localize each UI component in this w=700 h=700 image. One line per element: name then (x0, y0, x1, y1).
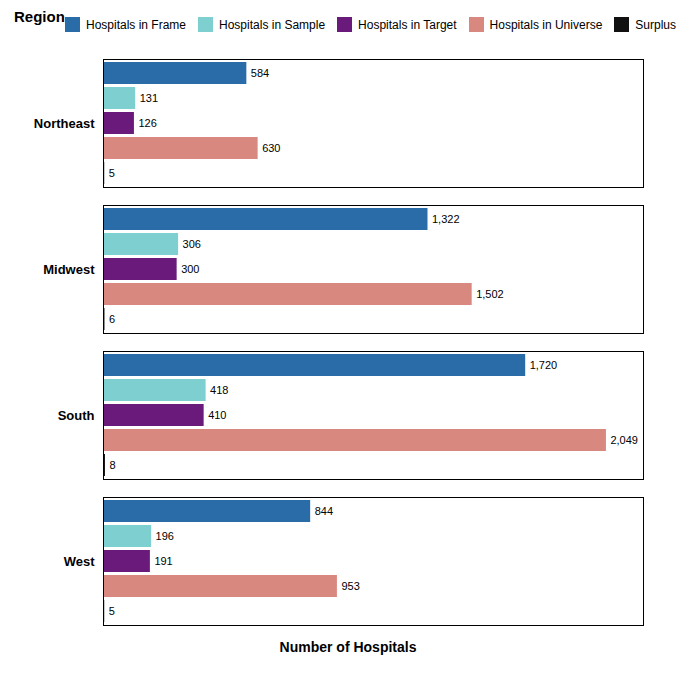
svg-text:418: 418 (210, 384, 228, 396)
svg-text:131: 131 (140, 92, 158, 104)
svg-text:191: 191 (154, 555, 172, 567)
svg-text:West: West (64, 554, 95, 569)
svg-text:8: 8 (109, 459, 115, 471)
html-text:Region: Region (14, 8, 65, 25)
svg-text:953: 953 (341, 580, 359, 592)
svg-text:Northeast: Northeast (34, 116, 95, 131)
svg-text:2,049: 2,049 (610, 434, 638, 446)
svg-text:1,502: 1,502 (476, 288, 504, 300)
svg-text:South: South (58, 408, 95, 423)
svg-text:Midwest: Midwest (43, 262, 95, 277)
html-text:Hospitals in Target: Hospitals in Target (358, 17, 457, 32)
svg-text:306: 306 (183, 238, 201, 250)
svg-text:300: 300 (181, 263, 199, 275)
svg-text:410: 410 (208, 409, 226, 421)
svg-text:844: 844 (315, 505, 333, 517)
svg-text:6: 6 (109, 313, 115, 325)
svg-text:1,720: 1,720 (530, 359, 558, 371)
svg-text:126: 126 (138, 117, 156, 129)
svg-text:5: 5 (109, 605, 115, 617)
svg-text:196: 196 (156, 530, 174, 542)
html-text:Surplus: Surplus (635, 17, 676, 32)
svg-text:630: 630 (262, 142, 280, 154)
html-text:Hospitals in Frame: Hospitals in Frame (86, 17, 186, 32)
svg-text:584: 584 (251, 67, 269, 79)
svg-text:1,322: 1,322 (432, 213, 460, 225)
html-text:Number of Hospitals: Number of Hospitals (279, 639, 417, 655)
html-text:Hospitals in Sample: Hospitals in Sample (219, 17, 326, 32)
svg-text:5: 5 (109, 167, 115, 179)
html-text:Hospitals in Universe: Hospitals in Universe (489, 17, 603, 32)
